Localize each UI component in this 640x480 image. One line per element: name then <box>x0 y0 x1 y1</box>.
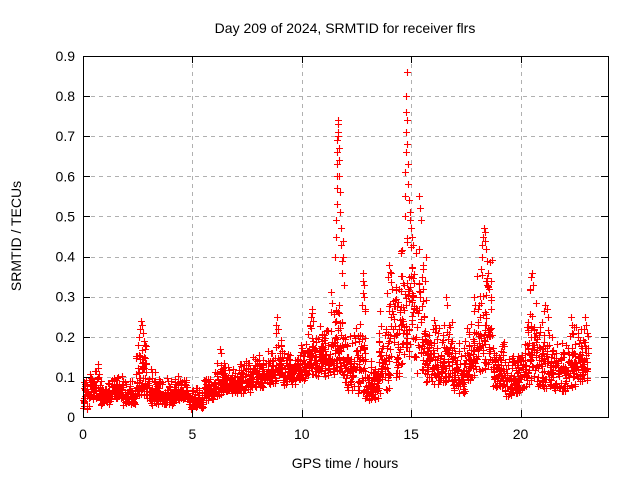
plot-border <box>83 56 609 418</box>
x-tick-label: 15 <box>403 426 419 442</box>
plot-frame <box>83 56 609 418</box>
y-tick-label: 0.2 <box>56 329 76 345</box>
y-tick-label: 0.3 <box>56 289 76 305</box>
x-tick-label: 0 <box>79 426 87 442</box>
x-tick-label: 20 <box>513 426 529 442</box>
x-axis-label: GPS time / hours <box>292 455 399 471</box>
y-axis-label: SRMTID / TECUs <box>8 181 24 291</box>
x-tick-label: 10 <box>294 426 310 442</box>
y-tick-label: 0.4 <box>56 249 76 265</box>
y-tick-label: 0.1 <box>56 369 76 385</box>
y-tick-label: 0.7 <box>56 128 76 144</box>
y-tick-label: 0 <box>67 409 75 425</box>
axis-ticks <box>83 56 608 418</box>
y-tick-label: 0.9 <box>56 48 76 64</box>
y-tick-label: 0.8 <box>56 88 76 104</box>
y-tick-label: 0.6 <box>56 168 76 184</box>
scatter-markers <box>80 69 592 413</box>
x-tick-label: 5 <box>188 426 196 442</box>
y-tick-label: 0.5 <box>56 208 76 224</box>
chart-title: Day 209 of 2024, SRMTID for receiver flr… <box>215 20 476 36</box>
data-points <box>80 69 592 413</box>
tick-marks <box>83 56 608 418</box>
tick-labels: 0 5 10 15 20 0 0.1 0.2 0.3 0.4 0.5 0.6 0.7 0.8 0.9 <box>56 48 529 442</box>
